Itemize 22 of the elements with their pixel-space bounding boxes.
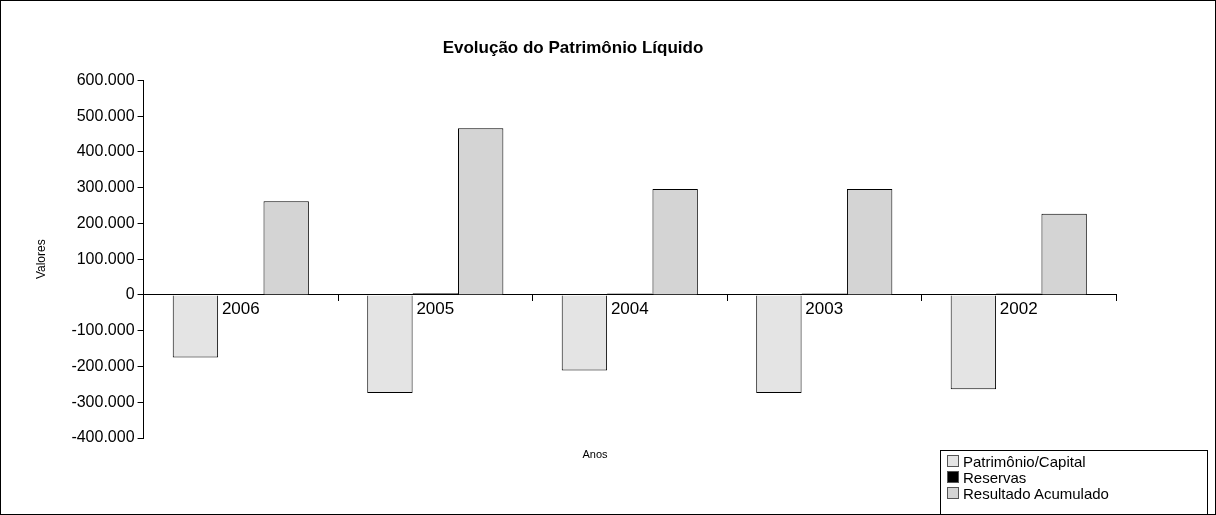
legend-label: Patrimônio/Capital xyxy=(962,453,1087,470)
y-tick-label: 100.000 xyxy=(76,249,135,267)
y-tick-label: 200.000 xyxy=(76,213,135,231)
x-axis-title: Anos xyxy=(582,448,608,460)
legend-label: Reservas xyxy=(962,469,1027,486)
x-tick-label: 2003 xyxy=(805,298,844,318)
y-tick-label: -300.000 xyxy=(71,392,135,410)
chart-title: Evolução do Patrimônio Líquido xyxy=(442,37,704,57)
y-axis-title: Valores xyxy=(33,239,48,280)
y-tick-label: 0 xyxy=(125,285,135,303)
x-tick-label: 2006 xyxy=(221,298,260,318)
y-tick-label: -400.000 xyxy=(71,428,135,446)
x-tick-label: 2002 xyxy=(999,298,1038,318)
y-tick-label: 500.000 xyxy=(76,106,135,124)
y-tick-label: -200.000 xyxy=(71,356,135,374)
legend-label: Resultado Acumulado xyxy=(962,485,1110,502)
y-tick-label: 400.000 xyxy=(76,142,135,160)
y-tick-label: 300.000 xyxy=(76,178,135,196)
x-tick-label: 2005 xyxy=(416,298,455,318)
y-tick-label: -100.000 xyxy=(71,321,135,339)
y-tick-label: 600.000 xyxy=(76,70,135,88)
x-tick-label: 2004 xyxy=(610,298,649,318)
